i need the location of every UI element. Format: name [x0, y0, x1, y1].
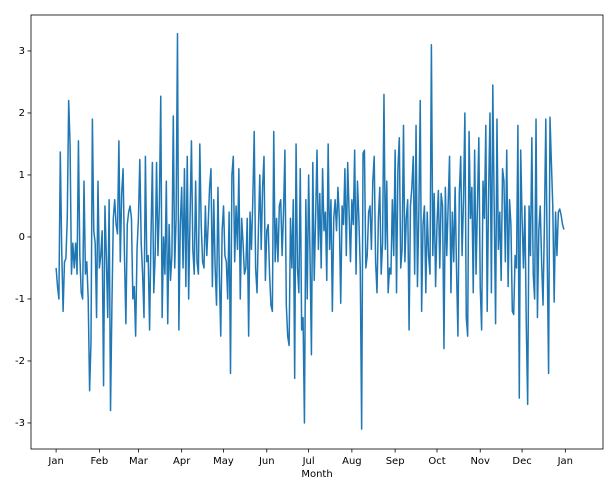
- y-tick-label: 1: [19, 170, 25, 181]
- x-tick-label: Apr: [173, 456, 191, 467]
- y-tick-label: -3: [15, 418, 25, 429]
- x-tick-label: Jan: [557, 456, 573, 467]
- x-tick-label: Jun: [258, 456, 275, 467]
- data-line: [55, 32, 565, 430]
- x-tick-label: Nov: [470, 456, 490, 467]
- x-axis-label: Month: [301, 469, 332, 480]
- x-tick-label: Jan: [47, 456, 63, 467]
- x-tick-label: Aug: [342, 456, 362, 467]
- y-tick-label: 2: [19, 108, 25, 119]
- x-tick-label: May: [213, 456, 234, 467]
- y-tick-label: -2: [15, 356, 25, 367]
- x-tick-label: Mar: [129, 456, 149, 467]
- x-tick-label: Sep: [386, 456, 405, 467]
- x-tick-label: Jul: [302, 456, 315, 467]
- y-tick-label: 3: [19, 46, 25, 57]
- y-tick-label: -1: [15, 294, 25, 305]
- x-tick-label: Feb: [91, 456, 109, 467]
- x-tick-label: Dec: [512, 456, 531, 467]
- y-tick-label: 0: [19, 232, 25, 243]
- x-tick-label: Oct: [428, 456, 445, 467]
- plot-frame: [30, 14, 604, 450]
